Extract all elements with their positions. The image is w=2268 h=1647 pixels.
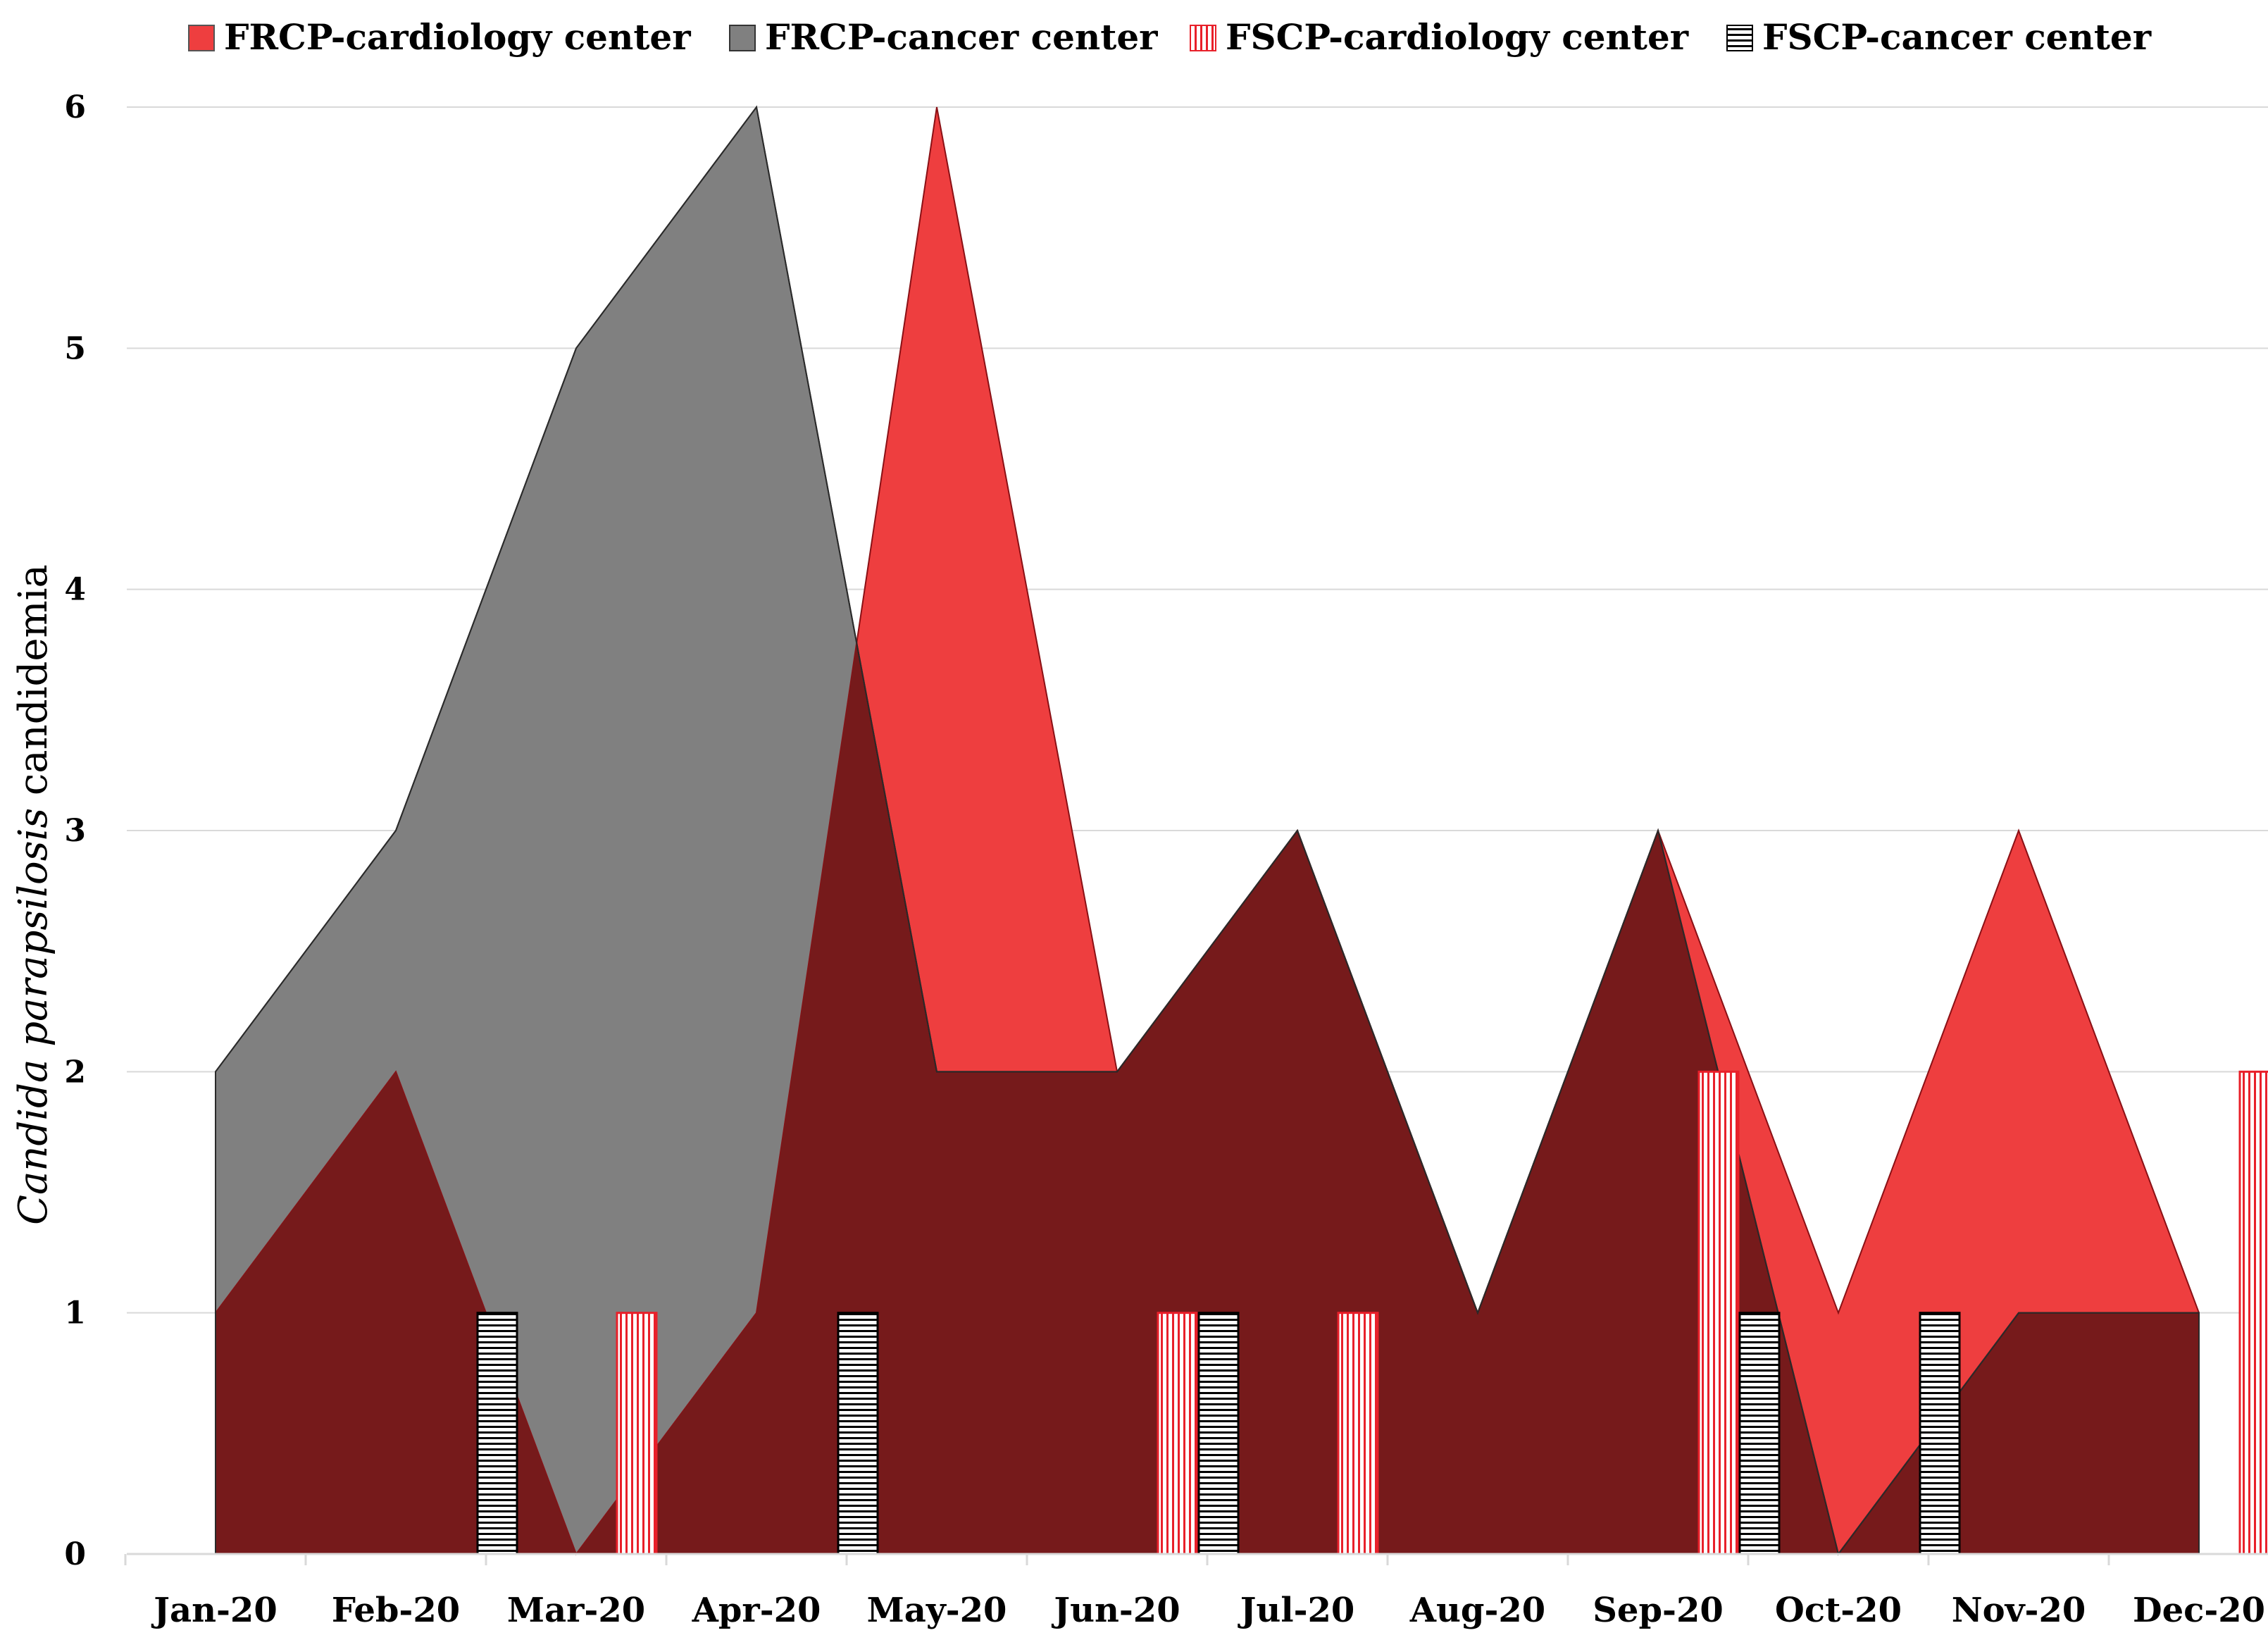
y-axis-ticks: 0 1 2 3 4 5 6 [64, 89, 86, 1572]
x-axis: Jan-20 Feb-20 Mar-20 Apr-20 May-20 Jun-20 Jul-… [124, 1553, 2268, 1630]
bar-fscp-cancer [1738, 1312, 1781, 1555]
bar-fscp-cancer [1197, 1312, 1240, 1555]
y-tick-label: 5 [64, 330, 86, 366]
legend-swatch-frcp-cancer [729, 25, 756, 51]
bar-fscp-cardiology [1337, 1312, 1379, 1555]
x-tick-label: Oct-20 [1775, 1591, 1902, 1630]
y-tick-label: 1 [64, 1295, 86, 1331]
y-tick-label: 6 [64, 89, 86, 125]
y-tick-label: 2 [64, 1054, 86, 1090]
x-tick-label: Feb-20 [332, 1591, 460, 1630]
plot-bars [476, 1070, 2268, 1555]
legend: FRCP-cardiology center FRCP-cancer cente… [188, 16, 2152, 58]
bar-fscp-cardiology [616, 1312, 658, 1555]
bar-fscp-cardiology [1697, 1070, 1740, 1555]
legend-swatch-fscp-cancer [1726, 25, 1753, 51]
y-tick-label: 3 [64, 813, 86, 849]
legend-label-fscp-cancer: FSCP-cancer center [1762, 16, 2152, 58]
legend-label-fscp-cardiology: FSCP-cardiology center [1226, 16, 1689, 58]
y-tick-label: 0 [64, 1536, 86, 1572]
legend-item-fscp-cancer: FSCP-cancer center [1726, 16, 2152, 58]
area-frcp-cancer-outline [215, 105, 2200, 1556]
legend-item-frcp-cardiology: FRCP-cardiology center [188, 16, 691, 58]
y-axis-title-italic: Candida parapsilosis [11, 808, 56, 1225]
bar-fscp-cardiology [1157, 1312, 1199, 1555]
bar-fscp-cancer [476, 1312, 518, 1555]
legend-label-frcp-cancer: FRCP-cancer center [765, 16, 1158, 58]
x-tick-label: Mar-20 [507, 1591, 645, 1630]
y-axis-title-plain: candidemia [11, 564, 56, 808]
x-tick-label: Jan-20 [151, 1591, 277, 1630]
legend-item-frcp-cancer: FRCP-cancer center [729, 16, 1158, 58]
bar-fscp-cancer [1919, 1312, 1961, 1555]
x-tick-label: Dec-20 [2133, 1591, 2265, 1630]
x-tick-label: Aug-20 [1409, 1591, 1545, 1630]
x-tick-label: Nov-20 [1952, 1591, 2086, 1630]
x-tick-label: May-20 [867, 1591, 1007, 1630]
legend-swatch-frcp-cardiology [188, 25, 215, 51]
x-tick-label: Jun-20 [1051, 1591, 1180, 1630]
legend-swatch-fscp-cardiology [1190, 25, 1216, 51]
legend-item-fscp-cardiology: FSCP-cardiology center [1190, 16, 1689, 58]
bar-fscp-cardiology [2238, 1070, 2268, 1555]
legend-label-frcp-cardiology: FRCP-cardiology center [224, 16, 691, 58]
y-tick-label: 4 [64, 572, 86, 608]
x-tick-label: Apr-20 [692, 1591, 821, 1630]
bar-fscp-cancer [837, 1312, 879, 1555]
y-axis-title: Candida parapsilosis candidemia [11, 564, 56, 1225]
x-tick-label: Sep-20 [1593, 1591, 1723, 1630]
x-tick-label: Jul-20 [1238, 1591, 1355, 1630]
